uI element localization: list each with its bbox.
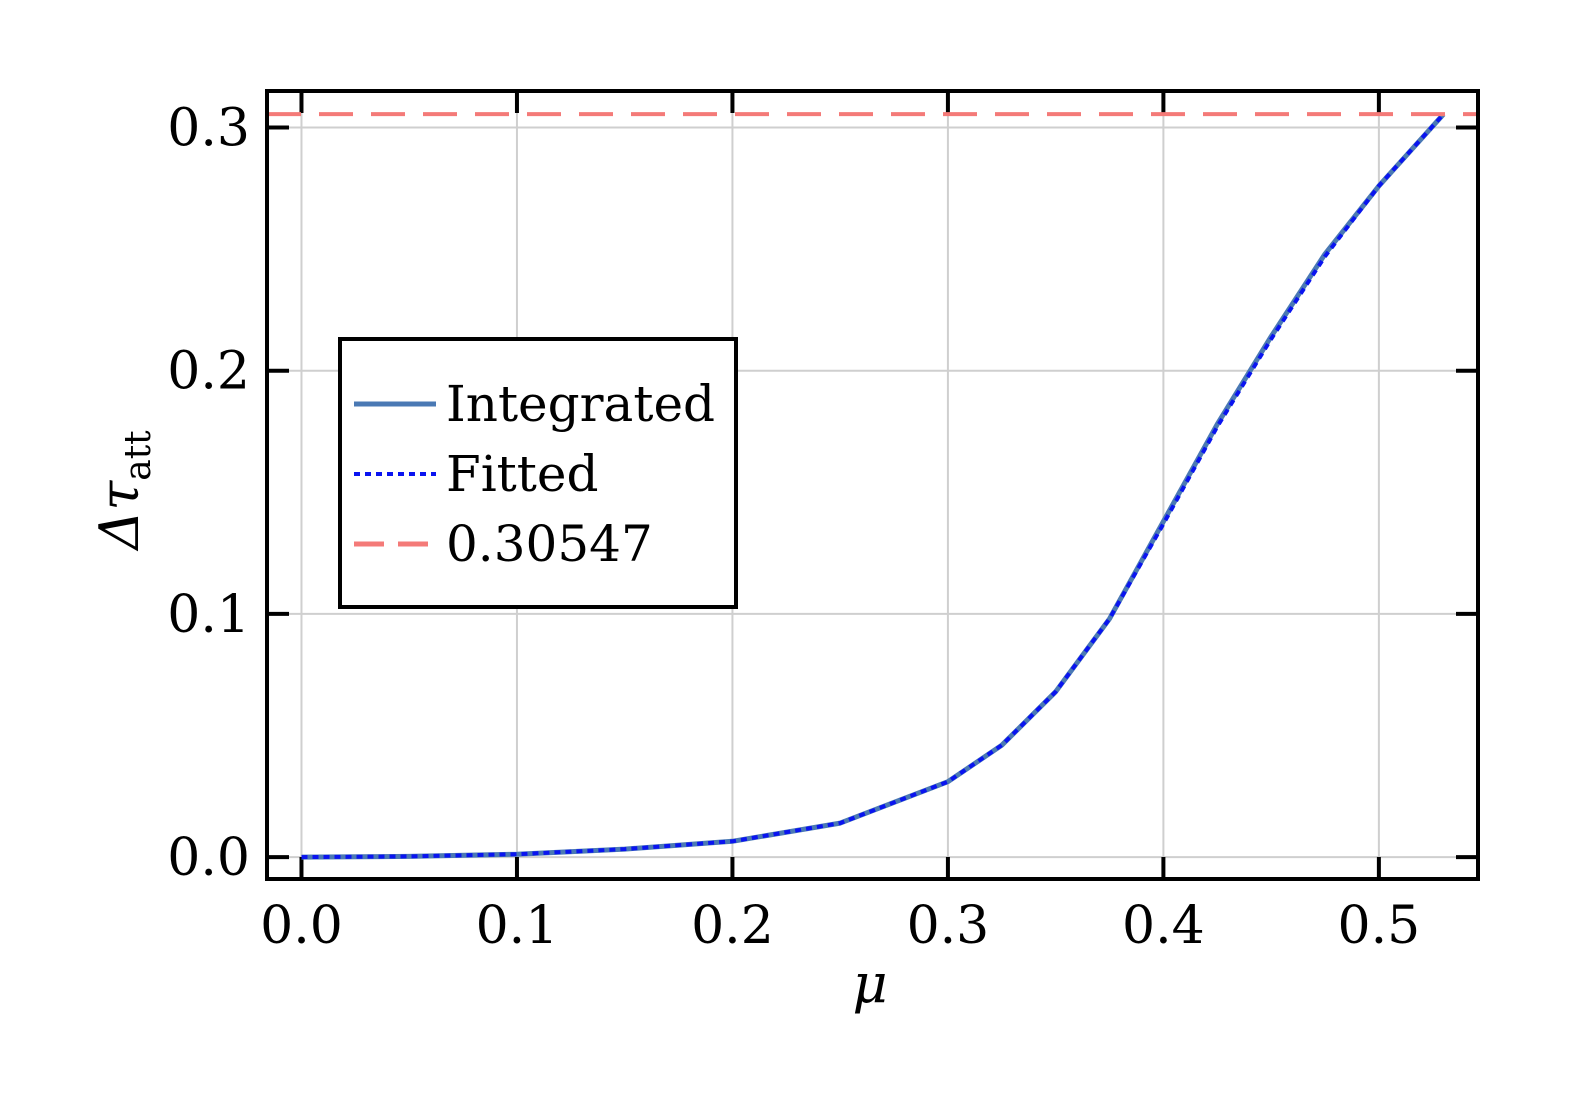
y-axis-label-subscript: att [118,430,159,481]
legend-label: 0.30547 [446,515,653,573]
y-axis-label-main: Δτ [88,480,151,552]
axis-ticks [267,91,1478,879]
x-tick-label: 0.2 [691,896,774,956]
y-tick-label: 0.3 [167,98,250,158]
plot-series [267,112,1478,860]
y-tick-label: 0.1 [167,585,250,645]
y-tick-labels: 0.0 0.1 0.2 0.3 [167,98,250,888]
y-axis-label: Δτatt [88,430,159,552]
x-axis-label: μ [852,952,887,1015]
x-tick-label: 0.5 [1338,896,1421,956]
x-tick-label: 0.0 [260,896,343,956]
legend-label: Integrated [446,375,715,433]
y-tick-label: 0.0 [167,828,250,888]
legend-box [338,337,738,609]
plot-frame [265,89,1480,881]
x-tick-label: 0.3 [907,896,990,956]
y-tick-label: 0.2 [167,342,250,402]
x-tick-label: 0.4 [1122,896,1205,956]
x-tick-labels: 0.0 0.1 0.2 0.3 0.4 0.5 [260,896,1420,956]
legend: Integrated Fitted 0.30547 [338,337,738,609]
legend-label: Fitted [446,445,598,503]
series-1-line [301,112,1445,860]
x-tick-label: 0.1 [476,896,559,956]
